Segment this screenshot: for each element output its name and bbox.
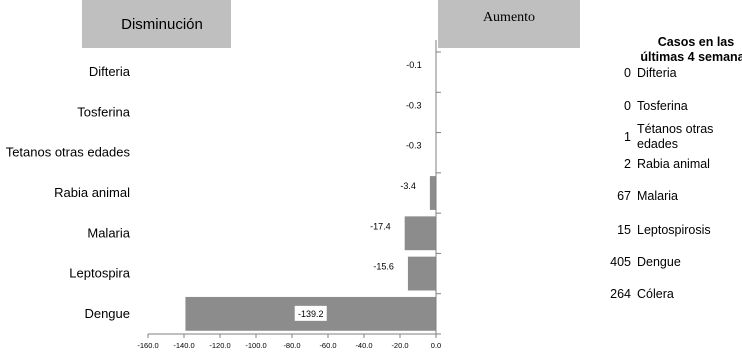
case-count: 2	[624, 157, 631, 171]
case-row: 405 Dengue	[560, 247, 740, 277]
value-label: -0.3	[406, 100, 422, 110]
case-count: 264	[610, 287, 631, 301]
header-right-box	[438, 0, 580, 48]
value-label: -15.6	[373, 262, 394, 272]
case-row: 2 Rabia animal	[560, 149, 740, 179]
x-tick-label: -20.0	[391, 341, 408, 350]
bar	[404, 216, 436, 251]
case-row: 0 Tosferina	[560, 91, 740, 121]
x-tick-label: -120.0	[209, 341, 230, 350]
case-label: Cólera	[637, 286, 674, 301]
case-row: 15 Leptospirosis	[560, 215, 740, 245]
value-label: -0.3	[406, 141, 422, 151]
case-count: 67	[617, 189, 631, 203]
x-tick-label: -100.0	[245, 341, 266, 350]
value-label: -3.4	[400, 181, 416, 191]
x-tick-label: -60.0	[319, 341, 336, 350]
case-label: Dengue	[637, 254, 681, 269]
value-label: -17.4	[370, 221, 391, 231]
category-label: Difteria	[89, 64, 131, 79]
case-label: Rabia animal	[637, 156, 710, 171]
category-label: Tosferina	[77, 104, 131, 119]
case-row: 67 Malaria	[560, 181, 740, 211]
category-label: Malaria	[87, 225, 130, 240]
value-label: -139.2	[298, 309, 324, 319]
x-tick-label: -40.0	[355, 341, 372, 350]
case-label: Difteria	[637, 65, 677, 80]
case-count: 0	[624, 99, 631, 113]
category-label: Leptospira	[69, 266, 130, 281]
cases-title: Casos en las últimas 4 semanas	[640, 35, 742, 64]
axis-layer: -160.0 -140.0 -120.0 -100.0 -80.0 -60.0 -40.0 -…	[137, 40, 441, 350]
x-tick-label: 0.0	[431, 341, 441, 350]
value-label: -0.1	[406, 60, 422, 70]
case-row: 264 Cólera	[560, 279, 740, 309]
category-label: Rabia animal	[54, 185, 130, 200]
case-row: 0 Difteria	[560, 58, 740, 88]
header-left-label: Disminución	[121, 16, 203, 33]
value-label-box	[294, 305, 327, 321]
category-label: Dengue	[84, 306, 130, 321]
case-label: Malaria	[637, 188, 678, 203]
case-row: 1 Tétanos otras edades	[560, 122, 740, 152]
x-tick-label: -160.0	[137, 341, 158, 350]
category-label: Tetanos otras edades	[6, 145, 131, 160]
case-count: 405	[610, 255, 631, 269]
case-count: 15	[617, 223, 631, 237]
case-label: Leptospirosis	[637, 222, 711, 237]
bar	[407, 256, 436, 291]
x-tick-label: -80.0	[283, 341, 300, 350]
case-count: 1	[624, 130, 631, 144]
case-label: Tosferina	[637, 98, 688, 113]
case-label: Tétanos otras edades	[637, 122, 714, 151]
header-right-label: Aumento	[483, 10, 535, 25]
bars-layer: Difteria -0.1 Tosferina -0.3 Tetanos otras e…	[6, 60, 436, 331]
header-left-box	[82, 0, 231, 48]
case-count: 0	[624, 66, 631, 80]
x-tick-label: -140.0	[173, 341, 194, 350]
bar	[429, 176, 436, 210]
